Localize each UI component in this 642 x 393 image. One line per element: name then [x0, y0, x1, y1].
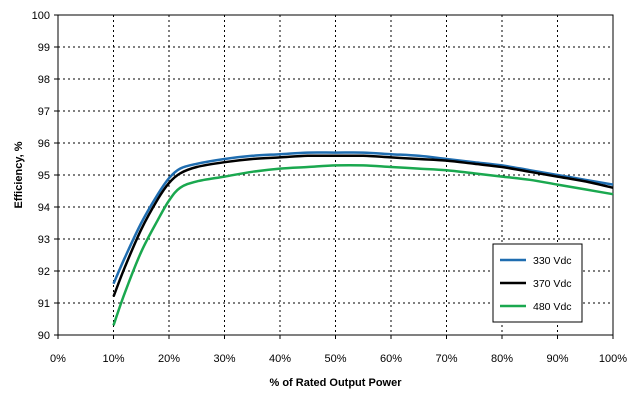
y-tick-label: 97 [38, 106, 50, 118]
x-tick-label: 90% [546, 353, 568, 365]
legend-label-2: 370 Vdc [533, 278, 572, 290]
series-line-1 [112, 151, 614, 285]
y-tick-label: 95 [38, 170, 50, 182]
plot-area-frame [57, 14, 614, 336]
x-axis-title: % of Rated Output Power [270, 377, 403, 389]
y-tick-label: 100 [32, 10, 50, 22]
x-tick-label: 10% [102, 353, 124, 365]
y-tick-label: 92 [38, 266, 50, 278]
x-tick-label: 50% [324, 353, 346, 365]
legend: 330 Vdc 370 Vdc 480 Vdc [492, 243, 583, 323]
y-tick-labels: 90 91 92 93 94 95 96 97 98 99 100 [32, 10, 50, 342]
series-line-2 [112, 154, 614, 298]
x-tick-label: 70% [435, 353, 457, 365]
y-tick-label: 94 [38, 202, 50, 214]
legend-label-3: 480 Vdc [533, 301, 572, 313]
series-lines [112, 151, 614, 326]
x-tick-label: 20% [158, 353, 180, 365]
y-tick-label: 90 [38, 330, 50, 342]
x-tick-label: 80% [491, 353, 513, 365]
series-line-3 [112, 163, 614, 326]
x-tick-label: 60% [380, 353, 402, 365]
legend-label-1: 330 Vdc [533, 255, 572, 267]
x-tick-label: 40% [269, 353, 291, 365]
y-tick-label: 99 [38, 42, 50, 54]
y-tick-label: 93 [38, 234, 50, 246]
y-axis-title: Efficiency, % [13, 141, 25, 208]
y-tick-label: 91 [38, 298, 50, 310]
x-tick-label: 0% [50, 353, 66, 365]
x-tick-labels: 0% 10% 20% 30% 40% 50% 60% 70% 80% 90% 100% [50, 353, 627, 365]
y-tick-label: 98 [38, 74, 50, 86]
y-tick-label: 96 [38, 138, 50, 150]
x-tick-label: 30% [213, 353, 235, 365]
x-tick-label: 100% [599, 353, 627, 365]
